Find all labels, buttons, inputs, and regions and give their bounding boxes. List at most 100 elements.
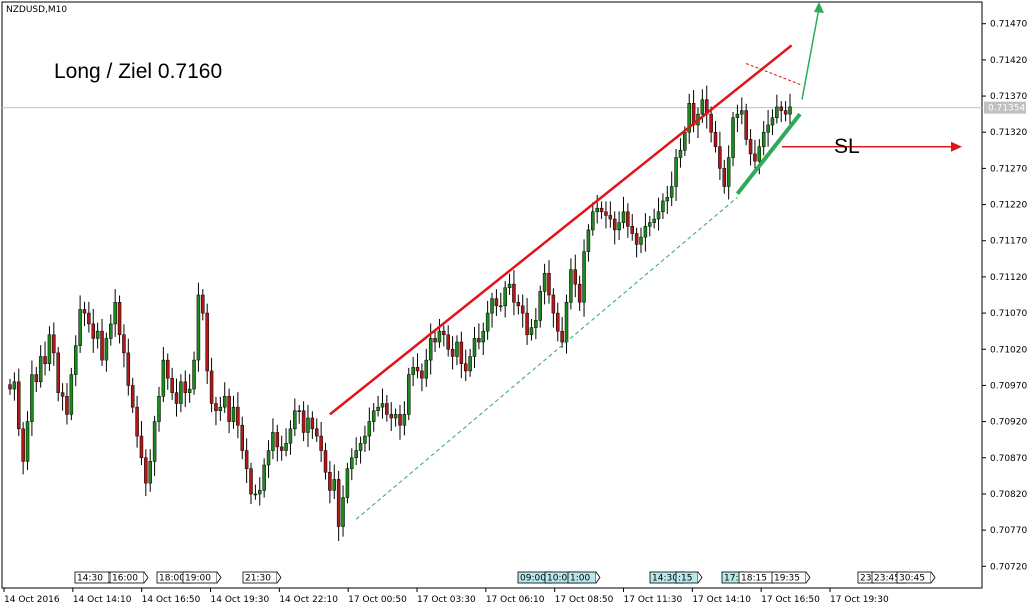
candle[interactable] [73, 335, 78, 387]
candle[interactable] [411, 356, 415, 387]
candle[interactable] [354, 437, 358, 466]
candle[interactable] [481, 322, 486, 356]
candle[interactable] [398, 404, 402, 440]
candle[interactable] [104, 332, 109, 372]
candle[interactable] [529, 319, 534, 341]
candle[interactable] [407, 367, 411, 421]
candle[interactable] [205, 303, 209, 384]
candle[interactable] [744, 103, 748, 146]
candle[interactable] [328, 460, 332, 504]
candle[interactable] [135, 395, 139, 448]
candle[interactable] [718, 131, 722, 180]
candle[interactable] [117, 295, 122, 344]
candle[interactable] [779, 101, 783, 123]
candle[interactable] [775, 94, 779, 124]
candle[interactable] [709, 106, 713, 143]
candle[interactable] [21, 422, 25, 475]
candle[interactable] [485, 300, 490, 340]
candle[interactable] [380, 388, 385, 419]
candle[interactable] [599, 201, 604, 220]
candle[interactable] [34, 366, 39, 392]
candle[interactable] [547, 260, 551, 304]
candle[interactable] [87, 301, 91, 333]
candle[interactable] [126, 338, 131, 396]
candle[interactable] [437, 318, 442, 348]
time-marker[interactable]: 18:15 [738, 571, 778, 584]
candle[interactable] [47, 326, 52, 371]
candle[interactable] [626, 203, 630, 238]
candle[interactable] [577, 275, 582, 311]
candle[interactable] [152, 415, 157, 476]
candle[interactable] [783, 101, 788, 122]
candle[interactable] [389, 402, 393, 432]
candle[interactable] [244, 438, 249, 484]
candle[interactable] [385, 394, 389, 422]
candle[interactable] [271, 418, 275, 460]
candle[interactable] [617, 211, 621, 241]
candle[interactable] [630, 214, 634, 241]
candle[interactable] [266, 440, 271, 479]
candle[interactable] [179, 374, 183, 413]
candle[interactable] [477, 323, 481, 350]
candle[interactable] [91, 308, 96, 353]
candle[interactable] [209, 357, 214, 413]
candle[interactable] [323, 442, 328, 480]
candle[interactable] [314, 418, 319, 442]
candle[interactable] [560, 317, 564, 348]
candle[interactable] [258, 477, 262, 506]
time-marker[interactable]: :15 [675, 571, 703, 584]
candle[interactable] [665, 186, 670, 214]
candle[interactable] [157, 386, 161, 432]
candle[interactable] [376, 395, 380, 417]
candle[interactable] [78, 295, 82, 353]
candle[interactable] [556, 302, 560, 342]
candle[interactable] [8, 378, 12, 395]
candle[interactable] [503, 281, 507, 318]
candle[interactable] [428, 323, 433, 375]
candle[interactable] [130, 377, 135, 413]
candle[interactable] [472, 327, 477, 369]
candle[interactable] [60, 383, 65, 411]
candle[interactable] [144, 449, 148, 497]
candle[interactable] [214, 396, 218, 426]
time-marker[interactable]: 21:30 [242, 571, 282, 584]
candle[interactable] [525, 298, 529, 345]
candle[interactable] [770, 109, 775, 136]
candle[interactable] [713, 120, 718, 153]
candle[interactable] [100, 318, 104, 366]
candle[interactable] [450, 336, 455, 370]
candle[interactable] [253, 484, 258, 500]
candle[interactable] [490, 292, 494, 328]
candle[interactable] [538, 285, 542, 328]
candle[interactable] [661, 193, 665, 220]
candle[interactable] [201, 289, 205, 321]
candle[interactable] [95, 322, 100, 349]
candle[interactable] [722, 159, 727, 194]
candle[interactable] [148, 449, 152, 492]
candle[interactable] [393, 408, 398, 427]
candle[interactable] [402, 401, 407, 436]
candle[interactable] [507, 273, 512, 295]
candle[interactable] [512, 270, 516, 316]
candle[interactable] [687, 93, 691, 144]
candle[interactable] [358, 436, 363, 464]
candle[interactable] [459, 331, 464, 379]
resistance-trendline[interactable] [329, 44, 793, 416]
candle[interactable] [306, 404, 310, 447]
candle[interactable] [301, 401, 306, 442]
candle[interactable] [43, 341, 47, 376]
candle[interactable] [218, 396, 223, 421]
candle[interactable] [468, 348, 472, 377]
candle[interactable] [726, 145, 731, 200]
candle[interactable] [643, 213, 648, 252]
candle[interactable] [463, 349, 468, 382]
candle[interactable] [446, 325, 450, 357]
time-marker[interactable]: 1:00 [567, 571, 601, 584]
candle[interactable] [332, 464, 337, 500]
candle[interactable] [639, 227, 643, 254]
candle[interactable] [753, 139, 757, 169]
candle[interactable] [279, 435, 284, 461]
candle[interactable] [516, 294, 521, 315]
candle[interactable] [455, 335, 459, 366]
